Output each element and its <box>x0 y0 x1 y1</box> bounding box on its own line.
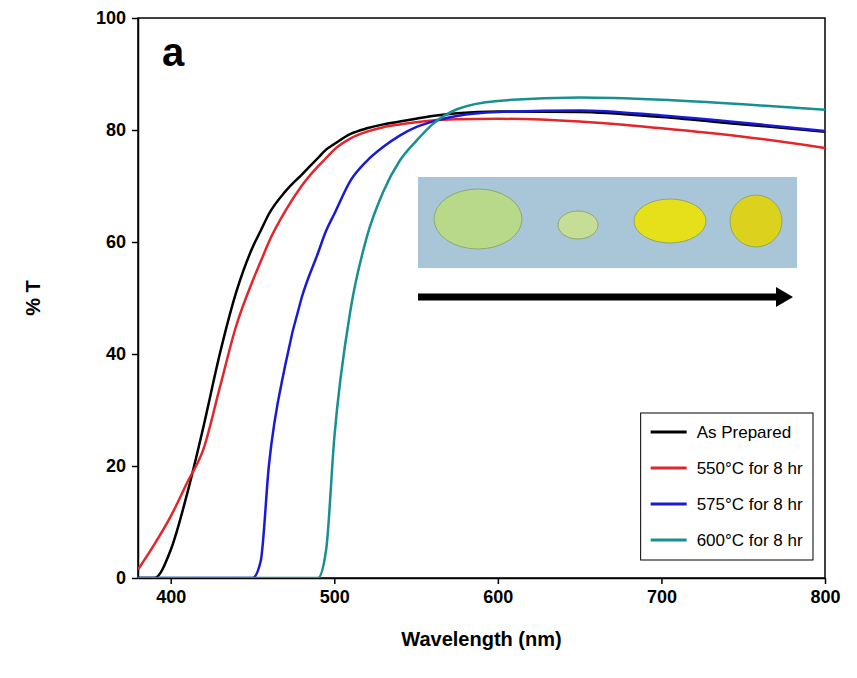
x-tick-mark <box>498 578 500 584</box>
y-tick: 80 <box>106 120 138 140</box>
legend-swatch <box>651 467 687 470</box>
plot: 400 500 600 700 800 0 20 40 60 80 100 a As Prepared 5… <box>96 8 841 607</box>
y-tick-mark <box>132 578 138 580</box>
x-tick-mark <box>825 578 827 584</box>
y-tick: 60 <box>106 232 138 252</box>
legend-item: 600°C for 8 hr <box>651 531 803 550</box>
legend-label: As Prepared <box>697 423 792 442</box>
y-tick-mark <box>132 18 138 20</box>
x-tick-label: 800 <box>810 587 840 607</box>
inset-arrow-shaft <box>418 294 778 301</box>
inset-sample <box>558 211 598 239</box>
legend-label: 575°C for 8 hr <box>697 495 803 514</box>
y-axis-line <box>138 19 140 579</box>
legend-swatch <box>651 503 687 506</box>
series-line <box>138 119 825 570</box>
y-tick-label: 40 <box>106 344 126 364</box>
y-tick-label: 60 <box>106 232 126 252</box>
y-tick-mark <box>132 130 138 132</box>
plot-frame <box>138 18 825 578</box>
y-tick-mark <box>132 466 138 468</box>
series-line <box>138 112 825 578</box>
x-tick: 500 <box>320 578 350 607</box>
legend-item: 550°C for 8 hr <box>651 459 803 478</box>
x-tick: 400 <box>156 578 186 607</box>
inset-sample <box>730 195 782 247</box>
x-tick-mark <box>661 578 663 584</box>
x-axis: 400 500 600 700 800 <box>139 578 841 607</box>
x-axis-title: Wavelength (nm) <box>401 628 561 650</box>
legend-item: 575°C for 8 hr <box>651 495 803 514</box>
chart: 400 500 600 700 800 0 20 40 60 80 100 a As Prepared 5… <box>0 0 857 678</box>
inset-sample <box>434 189 522 249</box>
inset-background <box>418 177 797 268</box>
y-tick: 100 <box>96 8 138 28</box>
legend-label: 550°C for 8 hr <box>697 459 803 478</box>
inset-photo <box>418 177 797 307</box>
x-tick-label: 500 <box>320 587 350 607</box>
y-tick-mark <box>132 242 138 244</box>
x-tick-mark <box>334 578 336 584</box>
y-tick: 20 <box>106 456 138 476</box>
legend: As Prepared 550°C for 8 hr 575°C for 8 hr 6… <box>641 413 813 560</box>
y-tick-label: 20 <box>106 456 126 476</box>
inset-sample <box>634 199 706 243</box>
x-tick-label: 700 <box>647 587 677 607</box>
y-tick-label: 80 <box>106 120 126 140</box>
legend-box <box>641 413 813 560</box>
y-axis-title: % T <box>22 280 44 316</box>
legend-swatch <box>651 431 687 434</box>
x-tick: 800 <box>810 578 840 607</box>
panel-label: a <box>162 30 185 74</box>
legend-item: As Prepared <box>651 423 792 442</box>
x-tick-label: 600 <box>483 587 513 607</box>
legend-swatch <box>651 539 687 542</box>
y-tick: 40 <box>106 344 138 364</box>
legend-label: 600°C for 8 hr <box>697 531 803 550</box>
x-tick-label: 400 <box>156 587 186 607</box>
inset-arrow-head <box>776 287 793 307</box>
x-tick: 600 <box>483 578 513 607</box>
series-line <box>138 98 825 578</box>
y-axis: 0 20 40 60 80 100 <box>96 8 139 588</box>
y-tick: 0 <box>116 568 138 588</box>
y-tick-mark <box>132 354 138 356</box>
x-tick: 700 <box>647 578 677 607</box>
y-tick-label: 100 <box>96 8 126 28</box>
x-tick-mark <box>170 578 172 584</box>
y-tick-label: 0 <box>116 568 126 588</box>
series-line <box>138 110 825 578</box>
series-lines <box>138 98 825 578</box>
